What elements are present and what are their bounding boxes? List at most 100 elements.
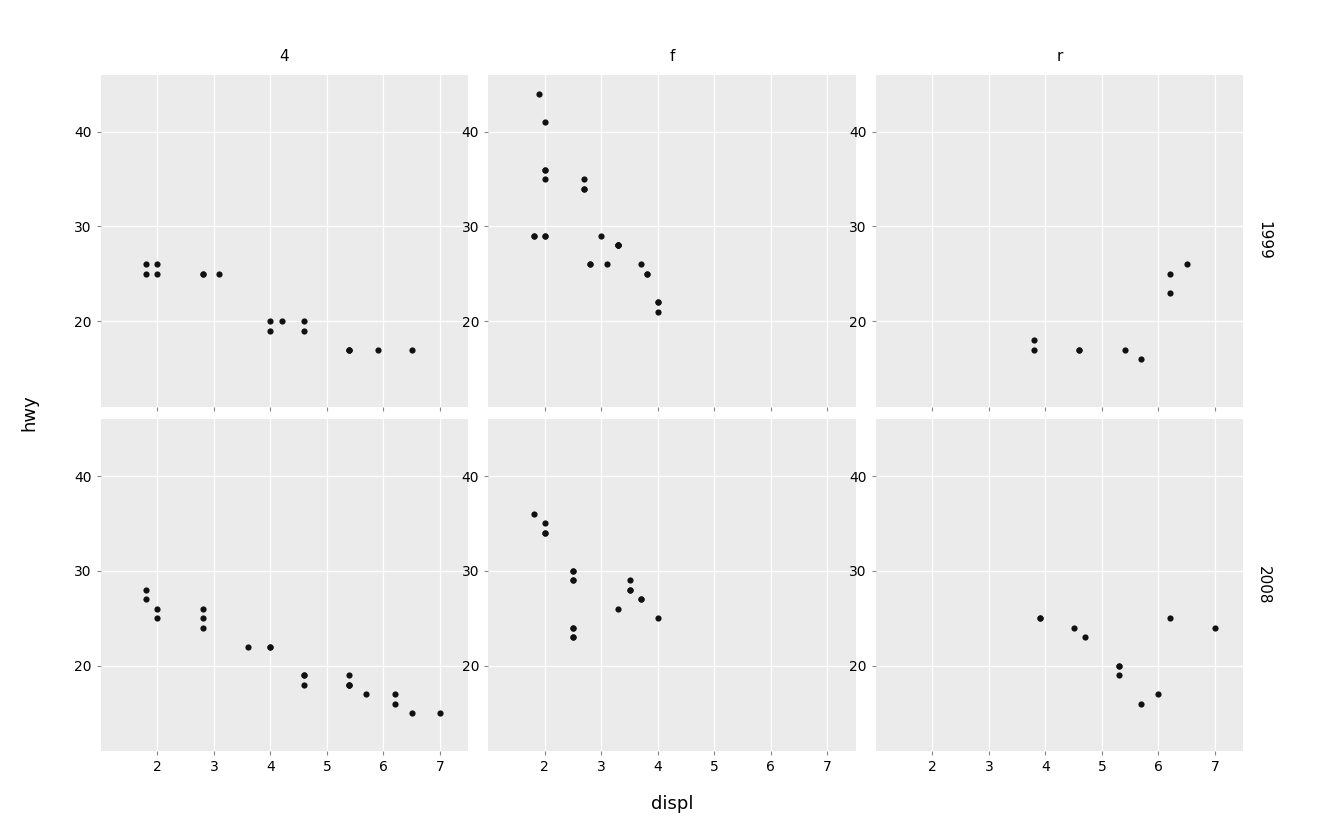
Text: 4: 4 [280, 48, 289, 64]
Point [534, 526, 555, 540]
Point [534, 163, 555, 176]
Point [534, 163, 555, 176]
Point [192, 267, 214, 281]
Point [574, 173, 595, 186]
Point [562, 621, 583, 634]
Point [1176, 258, 1198, 271]
Point [1204, 621, 1226, 634]
Point [259, 325, 281, 338]
Point [259, 640, 281, 653]
Point [429, 706, 450, 720]
Text: r: r [1056, 48, 1063, 64]
Point [1107, 659, 1129, 672]
Point [1107, 669, 1129, 682]
Point [1130, 353, 1152, 366]
Point [293, 678, 314, 691]
Point [208, 267, 230, 281]
Point [367, 343, 388, 356]
Point [562, 574, 583, 587]
Point [192, 612, 214, 625]
Point [636, 267, 657, 281]
Point [293, 669, 314, 682]
Point [534, 526, 555, 540]
Point [136, 258, 157, 271]
Point [146, 612, 168, 625]
Point [339, 343, 360, 356]
Point [562, 621, 583, 634]
Point [339, 678, 360, 691]
Point [146, 267, 168, 281]
Point [523, 229, 544, 242]
Point [192, 267, 214, 281]
Point [630, 593, 652, 606]
Point [136, 267, 157, 281]
Point [1114, 343, 1136, 356]
Point [1023, 343, 1044, 356]
Point [1159, 267, 1180, 281]
Point [534, 173, 555, 186]
Point [607, 239, 629, 252]
Point [259, 315, 281, 328]
Point [607, 239, 629, 252]
Point [146, 258, 168, 271]
Point [562, 574, 583, 587]
Point [401, 343, 422, 356]
Point [1030, 612, 1051, 625]
Point [1159, 612, 1180, 625]
Point [339, 678, 360, 691]
Point [574, 182, 595, 195]
Point [618, 583, 640, 597]
Point [1068, 343, 1090, 356]
Point [534, 517, 555, 530]
Point [618, 574, 640, 587]
Point [646, 295, 668, 309]
Point [597, 258, 618, 271]
Point [192, 603, 214, 616]
Point [618, 583, 640, 597]
Point [1023, 334, 1044, 347]
Point [1063, 621, 1085, 634]
Point [146, 603, 168, 616]
Point [1159, 286, 1180, 300]
Point [534, 115, 555, 129]
Point [528, 87, 550, 100]
Point [384, 687, 406, 701]
Point [384, 697, 406, 710]
Point [356, 687, 378, 701]
Point [534, 229, 555, 242]
Point [607, 239, 629, 252]
Point [562, 631, 583, 644]
Point [237, 640, 258, 653]
Point [259, 640, 281, 653]
Point [646, 612, 668, 625]
Point [271, 315, 293, 328]
Point [1130, 697, 1152, 710]
Point [136, 583, 157, 597]
Point [630, 258, 652, 271]
Point [579, 258, 601, 271]
Text: 1999: 1999 [1255, 222, 1271, 260]
Point [562, 631, 583, 644]
Point [339, 669, 360, 682]
Point [401, 706, 422, 720]
Point [630, 593, 652, 606]
Point [192, 621, 214, 634]
Point [293, 669, 314, 682]
Point [607, 239, 629, 252]
Point [636, 267, 657, 281]
Point [339, 678, 360, 691]
Point [590, 229, 612, 242]
Point [523, 507, 544, 520]
Point [136, 593, 157, 606]
Point [562, 564, 583, 578]
Point [646, 305, 668, 319]
Point [574, 182, 595, 195]
Point [339, 343, 360, 356]
Point [579, 258, 601, 271]
Point [1107, 659, 1129, 672]
Text: displ: displ [650, 795, 694, 813]
Point [523, 229, 544, 242]
Point [293, 315, 314, 328]
Point [339, 343, 360, 356]
Point [1074, 631, 1095, 644]
